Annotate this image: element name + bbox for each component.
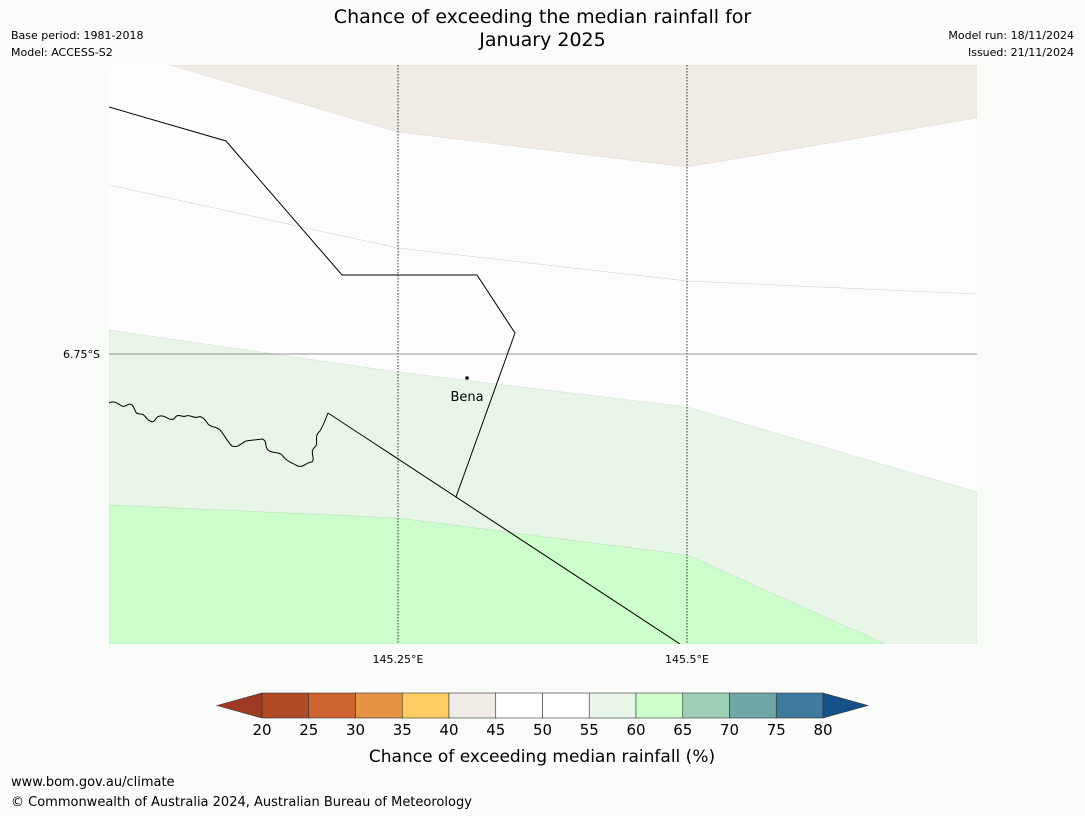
province-boundary: [109, 106, 516, 498]
colorbar-tick-label: 50: [533, 721, 552, 739]
colorbar-box: [729, 692, 777, 719]
meta-right: Model run: 18/11/2024 Issued: 21/11/2024: [948, 27, 1074, 61]
colorbar-extend-high: [822, 692, 870, 719]
colorbar-box: [355, 692, 403, 719]
colorbar-tick-label: 65: [673, 721, 692, 739]
title-line-2: January 2025: [479, 29, 606, 51]
colorbar-tick-label: 80: [813, 721, 832, 739]
footer-copyright: © Commonwealth of Australia 2024, Austra…: [11, 795, 472, 810]
model-name: Model: ACCESS-S2: [11, 46, 113, 59]
colorbar-extend-low: [215, 692, 263, 719]
map-area: [109, 65, 977, 644]
colorbar-box: [495, 692, 543, 719]
region-40-45: [169, 65, 977, 168]
colorbar-tick-label: 30: [346, 721, 365, 739]
meta-left: Base period: 1981-2018 Model: ACCESS-S2: [11, 27, 143, 61]
province-boundary-south: [327, 412, 681, 644]
colorbar-box: [401, 692, 450, 719]
colorbar-title: Chance of exceeding median rainfall (%): [369, 747, 715, 767]
colorbar-box: [635, 692, 684, 719]
colorbar-box: [682, 692, 730, 719]
colorbar-box: [542, 692, 590, 719]
colorbar-tick-label: 25: [299, 721, 318, 739]
colorbar-tick-label: 55: [580, 721, 599, 739]
town-marker-bena: [465, 376, 469, 380]
colorbar-tick-label: 45: [486, 721, 505, 739]
town-label-bena: Bena: [450, 390, 483, 405]
colorbar-tick-label: 60: [626, 721, 645, 739]
map-title: Chance of exceeding the median rainfall …: [0, 6, 1085, 52]
colorbar-tick-label: 35: [393, 721, 412, 739]
contour-line: [109, 184, 977, 295]
colorbar-tick-label: 70: [720, 721, 739, 739]
colorbar-box: [308, 692, 356, 719]
colorbar-tick-label: 40: [439, 721, 458, 739]
colorbar-box: [261, 692, 310, 719]
region-60-65: [109, 504, 886, 644]
lon-label-145-25: 145.25°E: [373, 653, 424, 666]
lat-label: 6.75°S: [63, 348, 100, 361]
colorbar-box: [448, 692, 497, 719]
river-boundary: [109, 401, 329, 467]
colorbar: 20 25 30 35 40 45 50 55 60 65 70 75 80: [215, 692, 870, 739]
base-period: Base period: 1981-2018: [11, 29, 144, 42]
lon-label-145-5: 145.5°E: [665, 653, 709, 666]
model-run: Model run: 18/11/2024: [948, 29, 1074, 42]
colorbar-tick-label: 20: [252, 721, 271, 739]
issued-date: Issued: 21/11/2024: [967, 46, 1074, 59]
colorbar-tick-label: 75: [767, 721, 786, 739]
colorbar-box: [588, 692, 637, 719]
title-line-1: Chance of exceeding the median rainfall …: [333, 6, 752, 28]
footer-url: www.bom.gov.au/climate: [11, 775, 175, 790]
colorbar-box: [775, 692, 824, 719]
